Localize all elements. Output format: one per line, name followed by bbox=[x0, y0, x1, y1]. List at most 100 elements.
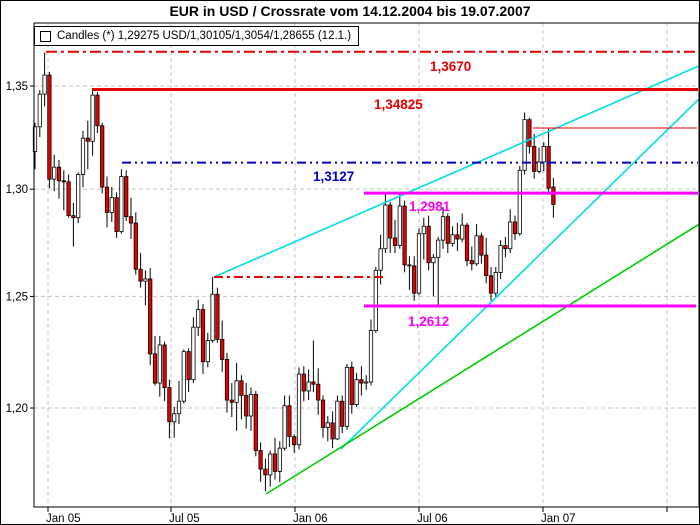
candle bbox=[61, 180, 66, 183]
candle bbox=[263, 468, 268, 476]
level-label: 1,3127 bbox=[313, 169, 354, 184]
candle bbox=[52, 166, 57, 180]
candle bbox=[416, 233, 422, 294]
candle bbox=[220, 338, 225, 360]
candle bbox=[450, 234, 455, 244]
candle bbox=[186, 351, 191, 381]
candle bbox=[292, 436, 297, 446]
candle bbox=[148, 278, 153, 355]
candle bbox=[138, 268, 143, 282]
candle bbox=[301, 373, 306, 392]
candle bbox=[522, 119, 527, 171]
candle bbox=[172, 413, 177, 423]
candle bbox=[373, 269, 378, 331]
candle bbox=[474, 235, 479, 265]
candles bbox=[32, 52, 556, 492]
x-axis-label: Jan 07 bbox=[541, 513, 576, 525]
candle bbox=[536, 161, 542, 172]
legend-checkbox[interactable] bbox=[40, 30, 51, 42]
candle bbox=[80, 137, 86, 175]
candle bbox=[196, 309, 201, 328]
candle bbox=[551, 186, 556, 205]
candle bbox=[143, 278, 148, 282]
x-axis-label: Jan 05 bbox=[46, 513, 81, 525]
candle bbox=[224, 359, 230, 401]
plot-border bbox=[33, 22, 699, 508]
candle bbox=[330, 422, 335, 440]
y-axis-label: 1,30 bbox=[6, 184, 28, 196]
candle bbox=[248, 393, 254, 417]
candle bbox=[546, 146, 551, 189]
candle bbox=[378, 248, 383, 271]
x-axis-label: Jul 05 bbox=[169, 513, 200, 525]
x-axis-label: Jul 06 bbox=[417, 513, 448, 525]
x-axis-label: Jan 06 bbox=[293, 513, 328, 525]
candle bbox=[37, 93, 42, 128]
legend-box: Candles (*) 1,29275 USD/1,30105/1,3054/1… bbox=[34, 26, 360, 46]
candle bbox=[344, 366, 350, 427]
candle bbox=[316, 383, 321, 401]
candle bbox=[296, 373, 302, 446]
level-label: 1,34825 bbox=[374, 97, 423, 112]
candle bbox=[464, 224, 470, 261]
candle bbox=[402, 205, 407, 266]
candle bbox=[541, 146, 546, 163]
level-label: 1,2981 bbox=[409, 199, 451, 214]
candle bbox=[493, 272, 498, 294]
chart-title: EUR in USD / Crossrate vom 14.12.2004 bi… bbox=[169, 3, 531, 19]
candle bbox=[66, 181, 71, 216]
candle bbox=[368, 330, 374, 383]
y-axis-label: 1,20 bbox=[6, 403, 28, 415]
candle bbox=[42, 74, 47, 95]
candle bbox=[512, 221, 518, 235]
candle bbox=[100, 125, 105, 188]
candle bbox=[205, 340, 210, 363]
candle bbox=[508, 221, 513, 250]
candle bbox=[152, 353, 158, 384]
candle bbox=[282, 405, 287, 449]
candle bbox=[306, 381, 311, 392]
candle bbox=[412, 265, 417, 294]
y-axis-label: 1,25 bbox=[6, 291, 28, 303]
candle bbox=[320, 399, 326, 428]
candle bbox=[114, 197, 119, 232]
cyan-upper-trend bbox=[213, 64, 699, 278]
candle bbox=[47, 74, 52, 180]
candle bbox=[469, 260, 474, 265]
candle bbox=[56, 166, 62, 182]
candle bbox=[239, 380, 244, 396]
candle bbox=[268, 453, 273, 476]
candle bbox=[124, 176, 129, 218]
candle bbox=[200, 309, 206, 363]
candle bbox=[359, 379, 364, 384]
candle bbox=[76, 174, 81, 219]
candle bbox=[167, 387, 172, 423]
legend-series-label: Candles (*) 1,29275 USD/1,30105/1,3054/1… bbox=[57, 30, 352, 42]
candle bbox=[388, 204, 393, 239]
candle bbox=[119, 176, 124, 232]
candle bbox=[426, 225, 431, 264]
candle bbox=[287, 405, 292, 438]
candle bbox=[109, 197, 114, 213]
candle bbox=[460, 224, 465, 240]
candle bbox=[421, 225, 426, 235]
candle bbox=[229, 399, 234, 403]
candle bbox=[311, 381, 316, 385]
y-axis-label: 1,35 bbox=[6, 81, 28, 93]
level-label: 1,2612 bbox=[408, 314, 449, 329]
candle bbox=[215, 293, 220, 340]
candle bbox=[532, 146, 537, 172]
candle bbox=[527, 119, 532, 147]
candle bbox=[191, 326, 196, 381]
candle bbox=[128, 216, 134, 224]
axes: 1,35 1,30 1,25 1,20 Jan 05 Jul 05 Jan 06 Jul 06… bbox=[6, 22, 699, 525]
candle bbox=[325, 422, 330, 428]
candle bbox=[157, 344, 162, 384]
candle bbox=[32, 126, 38, 152]
green-trend bbox=[265, 223, 699, 495]
candle bbox=[210, 293, 215, 341]
candle bbox=[383, 204, 388, 250]
candle bbox=[479, 235, 484, 256]
